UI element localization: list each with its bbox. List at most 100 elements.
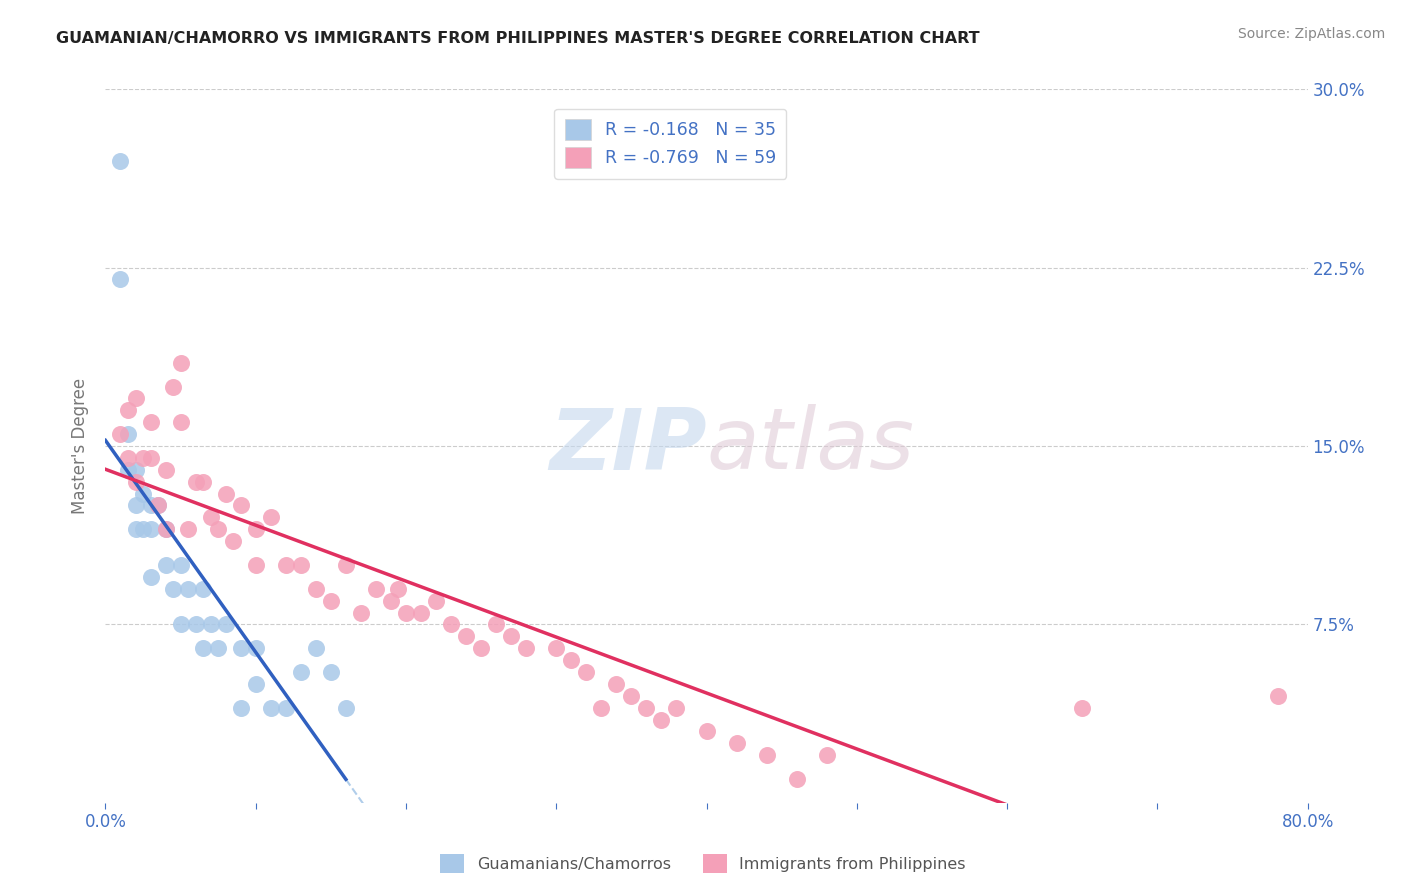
Point [605,677,627,691]
Point [501,629,523,643]
Point [245,641,267,656]
Point [132,522,155,536]
Point [177,582,200,596]
Point [207,641,229,656]
Point [214,617,236,632]
Point [169,356,191,370]
Y-axis label: Master's Degree: Master's Degree [72,378,90,514]
Point [124,499,146,513]
Point [485,617,508,632]
Point [124,522,146,536]
Point [350,606,373,620]
Point [1267,689,1289,703]
Point [319,665,342,679]
Point [274,558,297,572]
Point [214,486,236,500]
Point [364,582,387,596]
Text: atlas: atlas [707,404,914,488]
Point [184,475,207,489]
Point [139,499,162,513]
Point [636,700,658,714]
Point [169,415,191,429]
Point [222,534,245,549]
Point [395,606,418,620]
Point [620,689,643,703]
Point [335,558,357,572]
Point [191,641,214,656]
Point [409,606,432,620]
Point [290,665,312,679]
Point [184,617,207,632]
Point [139,522,162,536]
Point [117,427,139,442]
Point [260,510,283,524]
Point [245,558,267,572]
Point [290,558,312,572]
Point [229,700,252,714]
Point [229,641,252,656]
Point [162,582,184,596]
Point [155,522,177,536]
Point [387,582,409,596]
Point [124,475,146,489]
Point [169,558,191,572]
Point [725,736,748,750]
Point [575,665,598,679]
Point [132,486,155,500]
Point [146,499,169,513]
Point [132,450,155,465]
Point [335,700,357,714]
Point [124,463,146,477]
Point [546,641,568,656]
Point [155,558,177,572]
Point [440,617,463,632]
Point [786,772,808,786]
Point [177,522,200,536]
Point [117,463,139,477]
Point [696,724,718,739]
Point [650,713,672,727]
Point [162,379,184,393]
Point [117,403,139,417]
Point [200,510,222,524]
Point [665,700,688,714]
Point [1071,700,1094,714]
Point [305,582,328,596]
Point [515,641,537,656]
Point [207,522,229,536]
Point [245,522,267,536]
Point [815,748,838,763]
Point [425,593,447,607]
Point [117,450,139,465]
Point [454,629,477,643]
Point [260,700,283,714]
Point [110,427,132,442]
Point [146,499,169,513]
Point [191,475,214,489]
Point [169,617,191,632]
Point [229,499,252,513]
Point [139,415,162,429]
Point [200,617,222,632]
Point [560,653,582,667]
Point [124,392,146,406]
Point [470,641,492,656]
Point [155,522,177,536]
Point [139,570,162,584]
Point [319,593,342,607]
Text: GUAMANIAN/CHAMORRO VS IMMIGRANTS FROM PHILIPPINES MASTER'S DEGREE CORRELATION CH: GUAMANIAN/CHAMORRO VS IMMIGRANTS FROM PH… [56,31,980,46]
Legend: Guamanians/Chamorros, Immigrants from Philippines: Guamanians/Chamorros, Immigrants from Ph… [433,847,973,880]
Text: Source: ZipAtlas.com: Source: ZipAtlas.com [1237,27,1385,41]
Point [155,463,177,477]
Point [110,153,132,168]
Point [380,593,402,607]
Text: ZIP: ZIP [548,404,707,488]
Point [110,272,132,286]
Legend: R = -0.168   N = 35, R = -0.769   N = 59: R = -0.168 N = 35, R = -0.769 N = 59 [554,109,786,178]
Point [305,641,328,656]
Point [245,677,267,691]
Point [591,700,613,714]
Point [191,582,214,596]
Point [755,748,778,763]
Point [139,450,162,465]
